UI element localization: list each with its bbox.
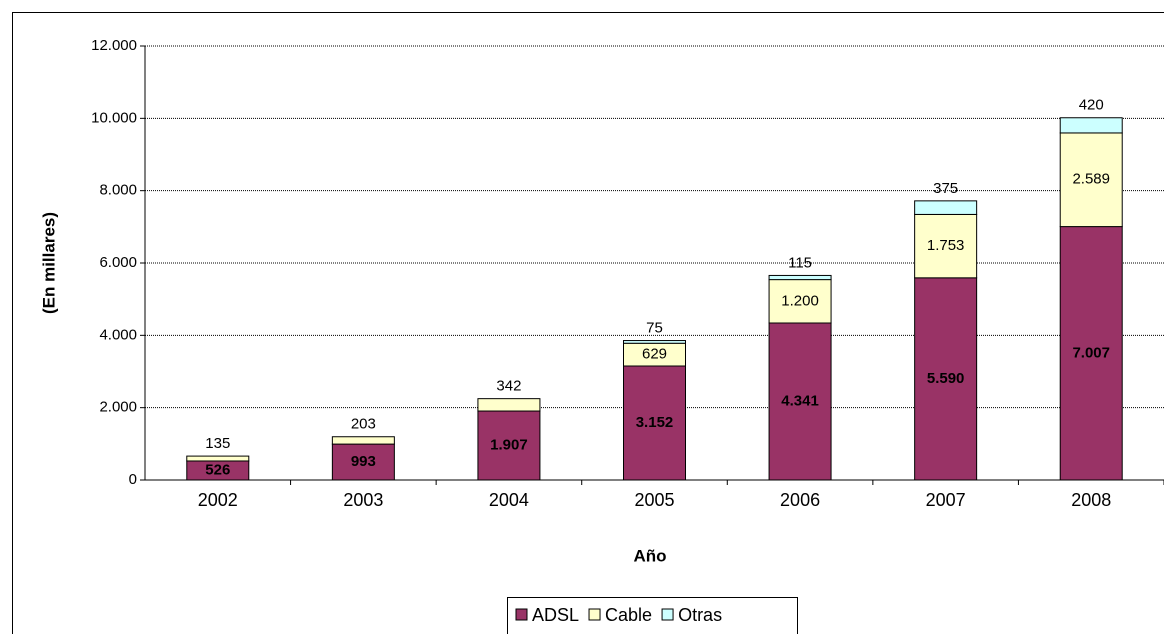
value-label: 7.007 [1072, 344, 1110, 361]
legend-label: ADSL [532, 605, 579, 625]
bar-segment [186, 455, 250, 462]
value-label: 1.753 [927, 237, 965, 254]
bar-segment [768, 322, 832, 481]
x-tick-label: 2003 [343, 490, 383, 510]
value-label: 2.589 [1072, 171, 1110, 188]
value-label: 526 [205, 461, 230, 478]
y-axis-title: (En millares) [39, 212, 58, 314]
chart-border [12, 12, 1164, 634]
y-tick-label: 0 [129, 471, 137, 488]
bar-segment [331, 436, 395, 445]
value-label: 75 [646, 320, 663, 337]
x-tick-label: 2006 [780, 490, 820, 510]
bar-segment [1059, 226, 1123, 481]
bar-segment [331, 443, 395, 481]
value-label: 1.200 [781, 292, 819, 309]
value-label: 420 [1079, 97, 1104, 114]
bar-segment [768, 279, 832, 324]
y-tick-label: 6.000 [99, 254, 137, 271]
x-tick-label: 2005 [634, 490, 674, 510]
legend-box [507, 597, 798, 634]
legend-swatch [661, 608, 674, 621]
bar-segment [477, 410, 541, 481]
x-tick-label: 2002 [198, 490, 238, 510]
y-tick-label: 4.000 [99, 326, 137, 343]
value-label: 375 [933, 180, 958, 197]
bar-segment [623, 340, 686, 344]
bar-segment [477, 398, 541, 412]
legend-swatch [515, 608, 528, 621]
value-label: 135 [205, 435, 230, 452]
value-label: 629 [642, 346, 667, 363]
value-label: 5.590 [927, 370, 965, 387]
value-label: 3.152 [636, 414, 674, 431]
x-tick-label: 2004 [489, 490, 529, 510]
value-label: 1.907 [490, 436, 528, 453]
y-tick-label: 2.000 [99, 399, 137, 416]
legend-swatch [588, 608, 601, 621]
y-tick-label: 8.000 [99, 182, 137, 199]
y-tick-label: 12.000 [91, 37, 137, 54]
value-label: 203 [351, 416, 376, 433]
value-label: 342 [496, 378, 521, 395]
value-label: 993 [351, 453, 376, 470]
legend-label: Otras [678, 605, 722, 625]
bar-segment [623, 365, 686, 481]
value-label: 115 [788, 254, 812, 271]
x-tick-label: 2007 [926, 490, 966, 510]
bar-segment [1059, 132, 1123, 228]
bar-segment [914, 213, 978, 279]
bar-segment [768, 274, 832, 281]
legend-label: Cable [605, 605, 652, 625]
bar-segment [1059, 117, 1123, 134]
x-tick-label: 2008 [1071, 490, 1111, 510]
bar-segment [914, 200, 978, 215]
value-label: 4.341 [781, 392, 819, 409]
x-axis-title: Año [633, 546, 666, 565]
y-tick-label: 10.000 [91, 109, 137, 126]
bar-segment [914, 277, 978, 481]
